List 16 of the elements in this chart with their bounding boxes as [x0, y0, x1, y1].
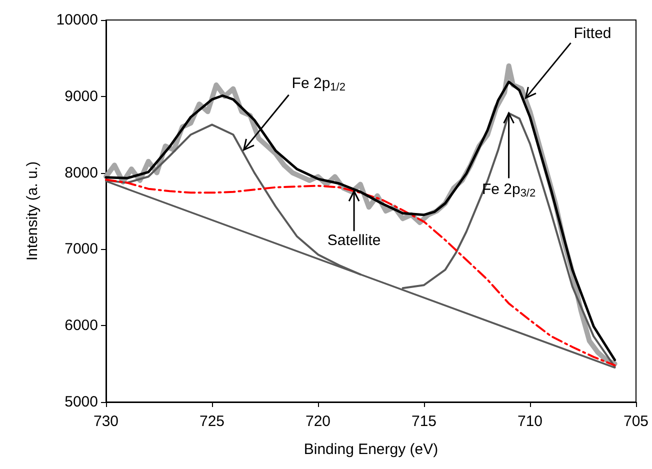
y-tick-label: 5000: [64, 394, 98, 410]
x-tick-label: 705: [623, 413, 649, 430]
y-tick-label: 6000: [64, 317, 98, 334]
x-tick-label: 715: [411, 413, 437, 430]
y-tick-label: 9000: [64, 88, 98, 105]
x-tick-label: 725: [199, 413, 225, 430]
y-tick-label: 8000: [64, 164, 98, 182]
x-tick-label: 720: [305, 413, 331, 430]
x-axis-title: Binding Energy (eV): [304, 441, 438, 458]
y-tick-label: 7000: [64, 240, 98, 258]
x-tick-label: 710: [517, 413, 543, 430]
y-tick-label: 10000: [56, 12, 98, 28]
y-axis-title: Intensity (a. u.): [24, 161, 41, 261]
x-tick-label: 730: [93, 413, 119, 430]
annotation: Satellite: [327, 232, 381, 250]
annotation: Fitted: [574, 24, 612, 42]
